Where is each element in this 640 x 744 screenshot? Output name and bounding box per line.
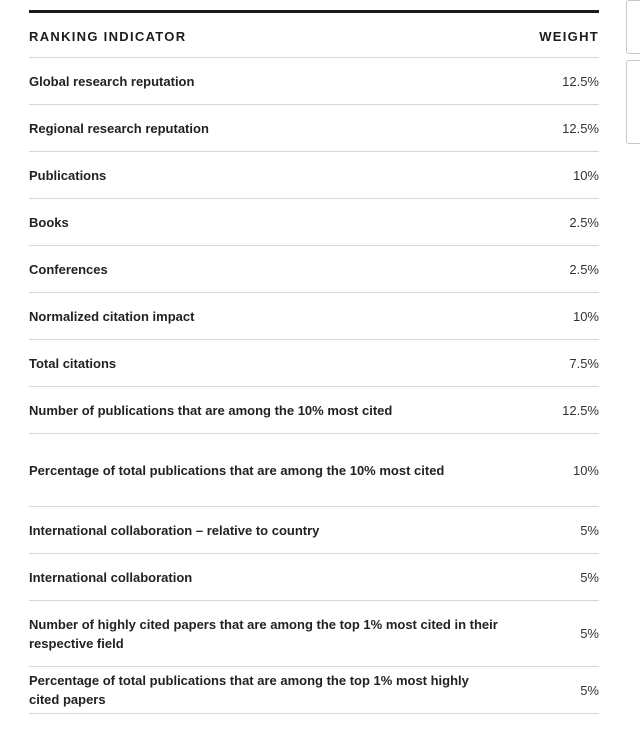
side-panel-edge bbox=[626, 60, 640, 144]
header-ranking-indicator: RANKING INDICATOR bbox=[29, 28, 187, 44]
indicator-weight: 5% bbox=[580, 682, 599, 698]
indicator-name: Books bbox=[29, 214, 69, 230]
indicator-weight: 2.5% bbox=[569, 261, 599, 277]
table-header: RANKING INDICATOR WEIGHT bbox=[29, 13, 599, 58]
table-row: Global research reputation 12.5% bbox=[29, 58, 599, 105]
table-row: International collaboration 5% bbox=[29, 554, 599, 601]
table-row: Number of highly cited papers that are a… bbox=[29, 601, 599, 667]
table-row: Books 2.5% bbox=[29, 199, 599, 246]
table-row: Regional research reputation 12.5% bbox=[29, 105, 599, 152]
indicator-weight: 10% bbox=[572, 462, 599, 478]
indicator-name: Normalized citation impact bbox=[29, 308, 195, 324]
table-row: Total citations 7.5% bbox=[29, 340, 599, 387]
indicator-name: International collaboration bbox=[29, 569, 193, 585]
table-row: Conferences 2.5% bbox=[29, 246, 599, 293]
indicator-weight: 7.5% bbox=[569, 355, 599, 371]
indicator-name: Publications bbox=[29, 167, 107, 183]
indicator-name: Number of publications that are among th… bbox=[29, 402, 393, 418]
indicator-weight: 12.5% bbox=[562, 120, 599, 136]
indicator-weight: 5% bbox=[580, 522, 599, 538]
table-row: Percentage of total publications that ar… bbox=[29, 434, 599, 507]
indicator-name: Global research reputation bbox=[29, 73, 195, 89]
side-panel-edge bbox=[626, 0, 640, 54]
indicator-weight: 5% bbox=[580, 569, 599, 585]
table-row: Number of publications that are among th… bbox=[29, 387, 599, 434]
indicator-name: Percentage of total publications that ar… bbox=[29, 673, 469, 707]
table-row: International collaboration – relative t… bbox=[29, 507, 599, 554]
header-weight: WEIGHT bbox=[539, 28, 599, 44]
indicator-weight: 12.5% bbox=[562, 402, 599, 418]
table-row: Publications 10% bbox=[29, 152, 599, 199]
indicator-name: Percentage of total publications that ar… bbox=[29, 462, 445, 478]
indicator-weight: 12.5% bbox=[562, 73, 599, 89]
indicator-name: Conferences bbox=[29, 261, 108, 277]
indicator-weight: 2.5% bbox=[569, 214, 599, 230]
indicator-weight: 5% bbox=[580, 626, 599, 641]
table-row: Percentage of total publications that ar… bbox=[29, 667, 599, 714]
indicator-weight: 10% bbox=[572, 167, 599, 183]
indicator-name: Regional research reputation bbox=[29, 120, 209, 136]
ranking-table: RANKING INDICATOR WEIGHT Global research… bbox=[29, 10, 599, 714]
indicator-name: International collaboration – relative t… bbox=[29, 522, 320, 538]
indicator-name: Total citations bbox=[29, 355, 117, 371]
indicator-name: Number of highly cited papers that are a… bbox=[29, 616, 498, 651]
indicator-weight: 10% bbox=[572, 308, 599, 324]
table-row: Normalized citation impact 10% bbox=[29, 293, 599, 340]
